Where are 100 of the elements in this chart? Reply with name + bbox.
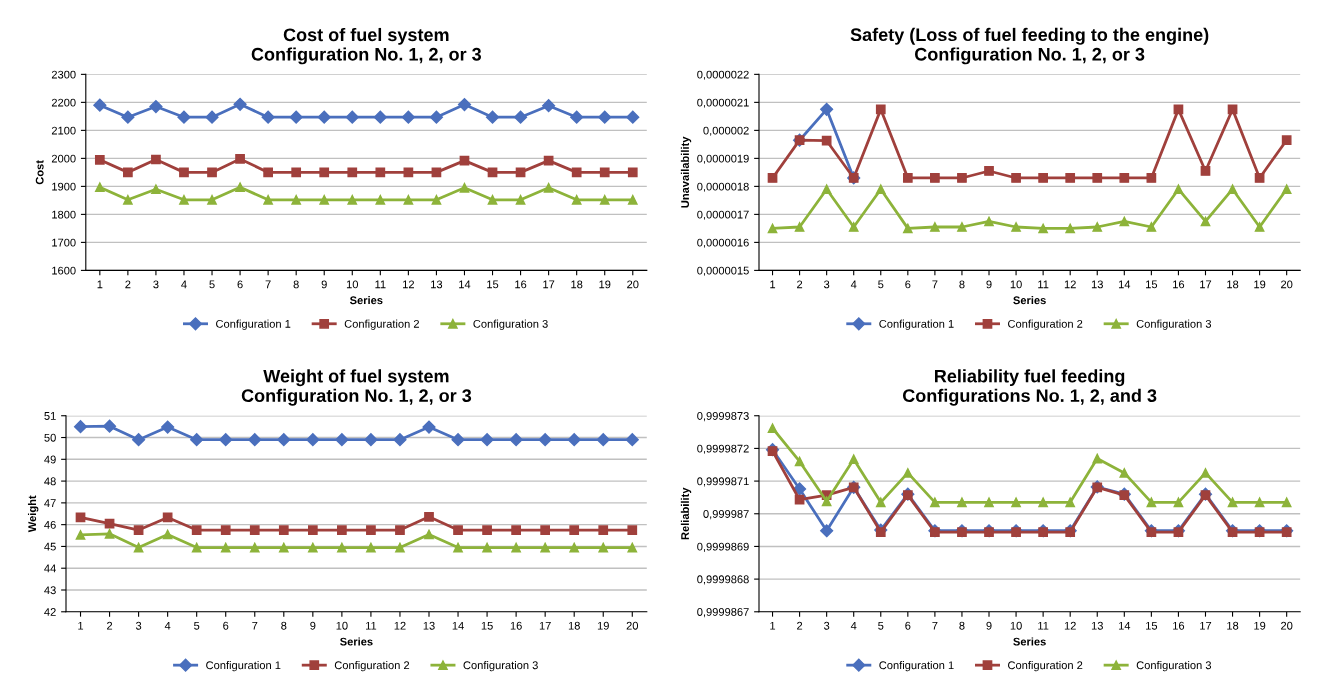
y-tick-label: 50	[44, 433, 56, 442]
y-axis-title: Unavailability	[680, 136, 692, 208]
x-axis-title: Series	[340, 637, 373, 646]
x-tick-label: 20	[1281, 280, 1293, 289]
legend-label: Configuration 2	[1008, 319, 1083, 330]
x-tick-label: 6	[223, 621, 229, 630]
x-tick-label: 16	[1173, 280, 1185, 289]
x-tick-label: 12	[1064, 280, 1076, 289]
x-tick-label: 20	[626, 621, 639, 630]
x-tick-label: 15	[1146, 280, 1158, 289]
x-tick-label: 10	[336, 621, 348, 630]
chart-title: Safety (Loss of fuel feeding to the engine) Configuration No. 1, 2, or 3	[850, 27, 1209, 65]
x-tick-label: 14	[1118, 621, 1131, 630]
y-axis-title: Weight	[27, 495, 39, 533]
legend-label: Configuration 1	[206, 660, 281, 672]
x-axis-title: Series	[1013, 296, 1046, 305]
x-tick-label: 5	[878, 621, 884, 630]
x-tick-label: 18	[568, 621, 580, 630]
x-tick-label: 8	[293, 280, 299, 289]
x-tick-label: 2	[797, 280, 803, 289]
x-tick-label: 11	[366, 621, 377, 630]
y-tick-label: 42	[44, 608, 56, 616]
x-tick-label: 15	[487, 280, 499, 289]
x-tick-label: 18	[1227, 621, 1239, 630]
x-tick-label: 7	[932, 621, 938, 630]
y-tick-label: 0,0000022	[697, 70, 749, 80]
x-tick-label: 14	[452, 621, 464, 630]
y-tick-label: 48	[44, 477, 56, 486]
x-tick-label: 5	[194, 621, 200, 630]
y-tick-label: 1700	[52, 238, 76, 247]
x-tick-label: 7	[265, 280, 271, 289]
x-tick-label: 5	[209, 280, 215, 289]
legend-label: Configuration 2	[1008, 660, 1083, 672]
x-tick-label: 18	[1227, 280, 1239, 289]
y-tick-label: 43	[44, 586, 56, 595]
y-tick-label: 2200	[51, 98, 76, 107]
y-tick-label: 49	[44, 455, 56, 464]
x-tick-label: 6	[905, 621, 911, 630]
x-tick-label: 17	[1200, 621, 1212, 630]
x-tick-label: 4	[850, 621, 857, 630]
legend-label: Configuration 3	[1136, 319, 1212, 330]
x-tick-label: 2	[797, 621, 803, 630]
x-tick-label: 1	[78, 621, 84, 630]
x-tick-label: 12	[394, 621, 406, 630]
y-tick-label: 0,9999868	[697, 575, 749, 585]
y-tick-label: 1600	[52, 266, 76, 275]
y-tick-label: 0,0000021	[697, 98, 749, 108]
legend-label: Configuration 3	[1136, 660, 1212, 672]
x-tick-label: 16	[515, 280, 527, 289]
x-tick-label: 13	[1091, 280, 1103, 289]
x-tick-label: 19	[597, 621, 609, 630]
y-tick-label: 0,9999873	[697, 412, 749, 422]
x-tick-label: 5	[878, 280, 884, 289]
x-axis-title: Series	[1013, 637, 1046, 646]
x-tick-label: 9	[321, 280, 327, 289]
y-axis-title: Reliability	[680, 487, 692, 540]
x-tick-label: 7	[252, 621, 258, 630]
y-tick-label: 0,0000018	[697, 182, 749, 192]
x-tick-label: 14	[1118, 280, 1131, 289]
y-tick-label: 51	[44, 412, 56, 420]
x-tick-label: 8	[959, 621, 965, 630]
x-tick-label: 13	[423, 621, 435, 630]
x-tick-label: 9	[310, 621, 316, 630]
legend-label: Configuration 2	[344, 319, 419, 330]
x-tick-label: 20	[1281, 621, 1293, 630]
x-tick-label: 4	[850, 280, 857, 289]
x-tick-label: 3	[153, 280, 159, 289]
x-tick-label: 3	[823, 280, 830, 289]
x-tick-label: 12	[403, 280, 414, 289]
x-tick-label: 16	[510, 621, 522, 630]
y-axis-title: Cost	[35, 160, 44, 185]
legend-label: Configuration 2	[334, 660, 410, 672]
x-tick-label: 2	[125, 280, 131, 289]
x-tick-label: 11	[1038, 621, 1049, 630]
x-tick-label: 4	[164, 621, 171, 630]
x-tick-label: 7	[932, 280, 938, 289]
x-tick-label: 9	[986, 280, 992, 289]
x-tick-label: 17	[543, 280, 555, 289]
x-tick-label: 8	[959, 280, 965, 289]
x-tick-label: 10	[1010, 280, 1022, 289]
x-tick-label: 9	[986, 621, 992, 630]
x-tick-label: 17	[539, 621, 551, 630]
x-tick-label: 15	[481, 621, 493, 630]
legend-label: Configuration 1	[879, 660, 954, 672]
y-tick-label: 46	[44, 520, 56, 529]
x-tick-label: 17	[1200, 280, 1212, 289]
x-tick-label: 16	[1173, 621, 1185, 630]
y-tick-label: 0,9999871	[697, 477, 749, 487]
x-tick-label: 19	[599, 280, 611, 289]
x-axis-title: Series	[349, 296, 383, 305]
x-tick-label: 1	[770, 621, 776, 630]
x-tick-label: 6	[905, 280, 911, 289]
legend-label: Configuration 1	[216, 319, 291, 330]
x-tick-label: 8	[281, 621, 287, 630]
y-tick-label: 2000	[51, 154, 76, 163]
y-tick-label: 0,000002	[703, 126, 749, 136]
legend-label: Configuration 3	[463, 660, 538, 672]
x-tick-label: 18	[571, 280, 583, 289]
x-tick-label: 14	[459, 280, 471, 289]
x-tick-label: 13	[431, 280, 443, 289]
